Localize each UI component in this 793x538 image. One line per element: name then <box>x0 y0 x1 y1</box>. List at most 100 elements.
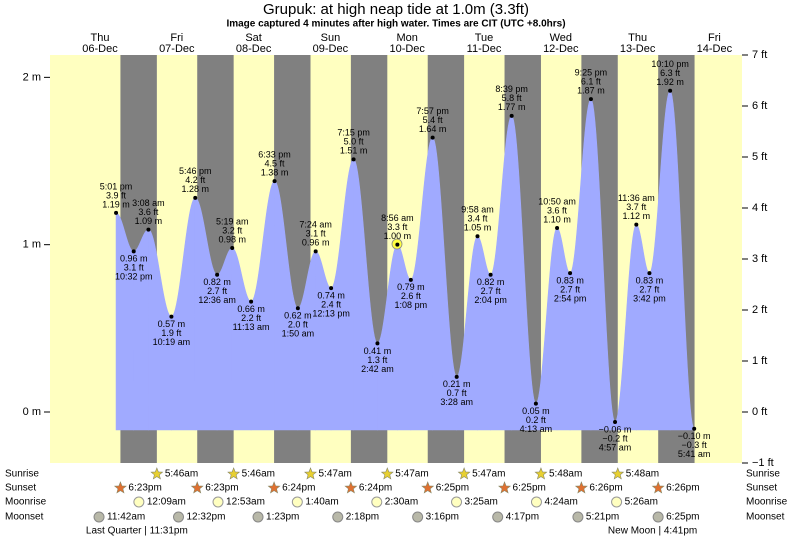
tide-label: 1.9 ft <box>161 328 182 338</box>
tide-area <box>456 235 478 431</box>
day-date: 14-Dec <box>697 43 733 55</box>
sunrise-icon <box>227 467 241 480</box>
sunset-icon <box>651 481 665 494</box>
tide-point <box>475 234 480 239</box>
tide-label: 7:57 pm <box>416 106 449 116</box>
tide-label: 7:24 am <box>299 220 332 230</box>
chart-title: Grupuk: at high neap tide at 1.0m (3.3ft… <box>263 1 529 18</box>
tide-label: 3.6 ft <box>547 205 568 215</box>
moonset-time: 1:23pm <box>266 512 299 523</box>
tide-area <box>194 197 218 431</box>
sunrise-time: 5:47am <box>472 469 505 480</box>
sunset-icon <box>421 481 435 494</box>
tide-label: 1.10 m <box>543 214 571 224</box>
day-name: Mon <box>396 32 417 44</box>
sunset-icon <box>574 481 588 494</box>
moonrise-icon <box>530 496 542 508</box>
tide-label: 6:33 pm <box>258 149 291 159</box>
tide-label: 1.09 m <box>135 216 163 226</box>
tide-point <box>408 277 413 282</box>
day-date: 13-Dec <box>620 43 656 55</box>
tide-label: 3.4 ft <box>467 214 488 224</box>
tide-area <box>511 115 537 431</box>
y-tick-label: 0 m <box>23 406 41 418</box>
tide-point <box>351 157 356 162</box>
tide-label: 10:32 pm <box>115 272 153 282</box>
tide-label: 2.4 ft <box>321 300 342 310</box>
tide-point <box>395 242 400 247</box>
tide-point <box>509 113 514 118</box>
sunrise-time: 5:46am <box>165 469 198 480</box>
tide-label: 1.3 ft <box>367 355 388 365</box>
moonset-time: 4:17pm <box>506 512 539 523</box>
moon-phase: Last Quarter | 11:31pm <box>86 526 188 537</box>
tide-label: 12:36 am <box>198 295 236 305</box>
tide-label: 11:13 am <box>233 322 270 332</box>
moon-phase: New Moon | 4:41pm <box>608 526 697 537</box>
y-tick-label: 2 m <box>23 71 41 83</box>
tide-label: 0.66 m <box>237 304 265 314</box>
moonset-time: 6:25pm <box>666 512 699 523</box>
tide-label: 0.05 m <box>522 406 550 416</box>
tide-label: 0.98 m <box>218 234 246 244</box>
y2-tick-label: 2 ft <box>752 304 767 316</box>
tide-label: 8:56 am <box>381 213 414 223</box>
tide-label: 2.2 ft <box>241 313 262 323</box>
tide-label: 5:41 am <box>678 449 711 459</box>
tide-label: 0.74 m <box>317 291 345 301</box>
tide-label: 10:19 am <box>153 337 191 347</box>
moonrise-time: 2:30am <box>385 497 418 508</box>
tide-label: 0.21 m <box>443 379 471 389</box>
day-name: Wed <box>550 32 572 44</box>
tide-area <box>216 247 233 431</box>
tide-area <box>115 212 135 431</box>
row-label: Moonset <box>5 512 44 523</box>
moonrise-icon <box>611 496 623 508</box>
day-date: 09-Dec <box>313 43 349 55</box>
row-label: Moonrise <box>746 497 788 508</box>
tide-label: 0.79 m <box>397 282 425 292</box>
y-tick-label: 1 m <box>23 239 41 251</box>
sunset-icon <box>113 481 127 494</box>
sunrise-icon <box>534 467 548 480</box>
tide-point <box>555 225 560 230</box>
tide-point <box>329 286 334 291</box>
tide-label: 0.57 m <box>158 319 186 329</box>
row-label: Moonset <box>746 512 785 523</box>
tide-label: 5.0 ft <box>344 137 365 147</box>
tide-label: 11:36 am <box>618 193 655 203</box>
tide-point <box>613 420 618 425</box>
moonrise-icon <box>371 496 383 508</box>
moonrise-time: 4:24am <box>544 497 577 508</box>
tide-label: 4.2 ft <box>185 175 206 185</box>
tide-label: 5.8 ft <box>502 93 523 103</box>
tide-label: 1:50 am <box>282 329 315 339</box>
moonset-icon <box>173 511 185 523</box>
sunrise-time: 5:47am <box>395 469 428 480</box>
row-label: Sunset <box>5 483 36 494</box>
tide-label: 0.41 m <box>364 346 392 356</box>
tide-label: 10:10 pm <box>651 59 689 69</box>
y2-tick-label: 1 ft <box>752 355 767 367</box>
tide-label: 3.7 ft <box>626 202 647 212</box>
tide-label: 4.5 ft <box>265 158 286 168</box>
row-label: Moonrise <box>5 497 47 508</box>
tide-label: 3:08 am <box>132 198 165 208</box>
tide-point <box>169 314 174 319</box>
moonset-time: 11:42am <box>107 512 145 523</box>
moonrise-icon <box>451 496 463 508</box>
tide-label: 0.7 ft <box>447 388 468 398</box>
tide-area <box>330 158 354 431</box>
tide-label: 0.83 m <box>556 275 584 285</box>
moonrise-icon <box>212 496 224 508</box>
tide-point <box>568 271 573 276</box>
row-label: Sunset <box>746 483 777 494</box>
day-name: Fri <box>708 32 721 44</box>
moonrise-time: 12:53am <box>226 497 265 508</box>
tide-label: 2:42 am <box>361 364 394 374</box>
tide-label: 0.96 m <box>302 238 330 248</box>
tide-area <box>669 89 695 431</box>
y2-tick-label: 6 ft <box>752 100 767 112</box>
day-name: Tue <box>475 32 494 44</box>
tide-label: 9:58 am <box>461 205 494 215</box>
